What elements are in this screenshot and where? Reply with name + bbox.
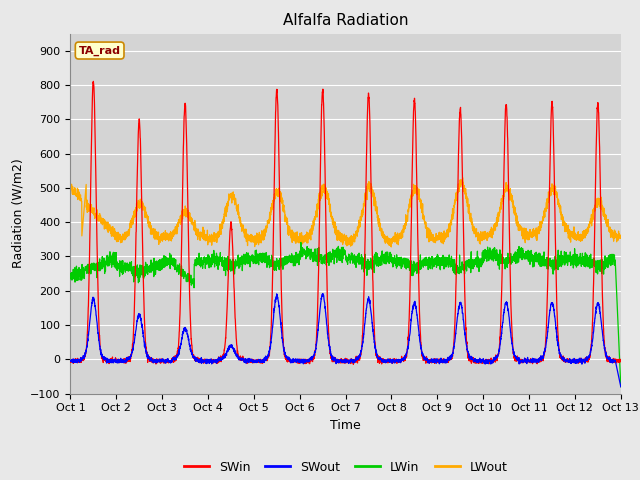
Legend: SWin, SWout, LWin, LWout: SWin, SWout, LWin, LWout: [179, 456, 513, 479]
X-axis label: Time: Time: [330, 419, 361, 432]
Title: Alfalfa Radiation: Alfalfa Radiation: [283, 13, 408, 28]
Y-axis label: Radiation (W/m2): Radiation (W/m2): [12, 159, 25, 268]
Text: TA_rad: TA_rad: [79, 46, 121, 56]
